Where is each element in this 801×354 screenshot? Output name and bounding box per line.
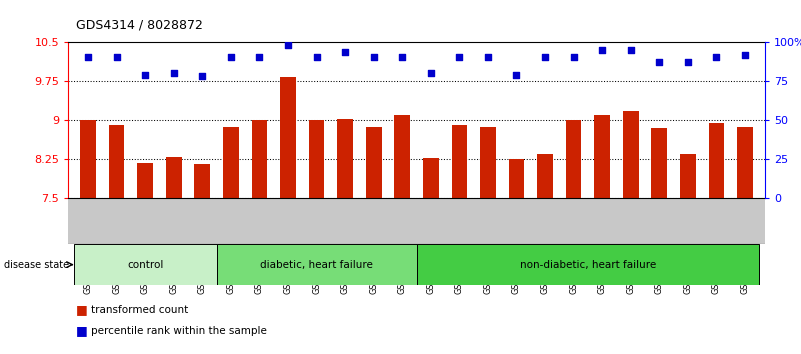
Bar [394, 115, 410, 198]
Point [596, 47, 609, 53]
Point [310, 54, 323, 60]
Point [82, 54, 95, 60]
Point [224, 54, 237, 60]
Point [339, 49, 352, 55]
Bar [216, 244, 417, 285]
Bar [423, 158, 439, 198]
Point [425, 70, 437, 75]
Point [567, 54, 580, 60]
Bar [280, 77, 296, 198]
Bar [366, 127, 381, 198]
Text: control: control [127, 259, 163, 270]
Point [139, 72, 151, 78]
Point [282, 42, 295, 48]
Bar [623, 111, 638, 198]
Point [682, 59, 694, 65]
Bar [509, 159, 525, 198]
Point [653, 59, 666, 65]
Text: non-diabetic, heart failure: non-diabetic, heart failure [520, 259, 656, 270]
Bar [223, 127, 239, 198]
Point [167, 70, 180, 75]
Point [111, 54, 123, 60]
Point [396, 54, 409, 60]
Bar [680, 154, 696, 198]
Bar [137, 163, 153, 198]
Text: diabetic, heart failure: diabetic, heart failure [260, 259, 373, 270]
Text: ■: ■ [76, 325, 88, 337]
Point [368, 54, 380, 60]
Bar [417, 244, 759, 285]
Bar [737, 127, 753, 198]
Point [453, 54, 465, 60]
Text: ■: ■ [76, 303, 88, 316]
Point [481, 54, 494, 60]
Text: transformed count: transformed count [91, 305, 187, 315]
Point [739, 53, 751, 58]
Bar [537, 154, 553, 198]
Bar [308, 120, 324, 198]
Text: GDS4314 / 8028872: GDS4314 / 8028872 [76, 19, 203, 32]
Bar [109, 125, 124, 198]
Text: percentile rank within the sample: percentile rank within the sample [91, 326, 267, 336]
Point [253, 54, 266, 60]
Bar [337, 119, 353, 198]
Point [710, 54, 723, 60]
Bar [452, 125, 467, 198]
Point [510, 72, 523, 78]
Bar [195, 165, 210, 198]
Point [196, 73, 209, 79]
Bar [566, 120, 582, 198]
Bar [166, 157, 182, 198]
Bar [651, 128, 667, 198]
Point [624, 47, 637, 53]
Bar [80, 120, 96, 198]
Bar [480, 127, 496, 198]
Point [538, 54, 551, 60]
Text: disease state: disease state [4, 259, 69, 270]
Bar [709, 123, 724, 198]
Bar [74, 244, 216, 285]
Bar [252, 120, 268, 198]
Bar [594, 115, 610, 198]
